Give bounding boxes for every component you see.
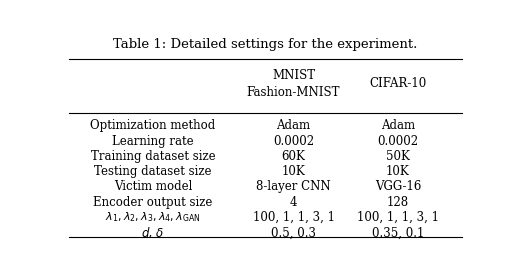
Text: Table 1: Detailed settings for the experiment.: Table 1: Detailed settings for the exper… xyxy=(113,38,418,51)
Text: 10K: 10K xyxy=(282,165,306,178)
Text: 0.0002: 0.0002 xyxy=(378,135,419,148)
Text: Training dataset size: Training dataset size xyxy=(91,150,215,163)
Text: 10K: 10K xyxy=(386,165,410,178)
Text: $d$, $\delta$: $d$, $\delta$ xyxy=(141,225,165,240)
Text: 0.0002: 0.0002 xyxy=(273,135,314,148)
Text: 8-layer CNN: 8-layer CNN xyxy=(256,181,331,193)
Text: Optimization method: Optimization method xyxy=(91,119,215,132)
Text: 100, 1, 1, 3, 1: 100, 1, 1, 3, 1 xyxy=(357,211,439,224)
Text: 0.35, 0.1: 0.35, 0.1 xyxy=(372,226,424,239)
Text: VGG-16: VGG-16 xyxy=(375,181,421,193)
Text: 100, 1, 1, 3, 1: 100, 1, 1, 3, 1 xyxy=(253,211,335,224)
Text: $\lambda_1, \lambda_2, \lambda_3, \lambda_4, \lambda_{\mathrm{GAN}}$: $\lambda_1, \lambda_2, \lambda_3, \lambd… xyxy=(105,211,201,224)
Text: MNIST
Fashion-MNIST: MNIST Fashion-MNIST xyxy=(247,69,340,99)
Text: Adam: Adam xyxy=(277,119,311,132)
Text: CIFAR-10: CIFAR-10 xyxy=(369,78,427,91)
Text: Learning rate: Learning rate xyxy=(112,135,194,148)
Text: Testing dataset size: Testing dataset size xyxy=(94,165,212,178)
Text: 50K: 50K xyxy=(386,150,410,163)
Text: 128: 128 xyxy=(387,196,409,209)
Text: 0.5, 0.3: 0.5, 0.3 xyxy=(271,226,316,239)
Text: Adam: Adam xyxy=(381,119,415,132)
Text: 4: 4 xyxy=(290,196,297,209)
Text: Encoder output size: Encoder output size xyxy=(93,196,213,209)
Text: 60K: 60K xyxy=(282,150,306,163)
Text: Victim model: Victim model xyxy=(114,181,192,193)
